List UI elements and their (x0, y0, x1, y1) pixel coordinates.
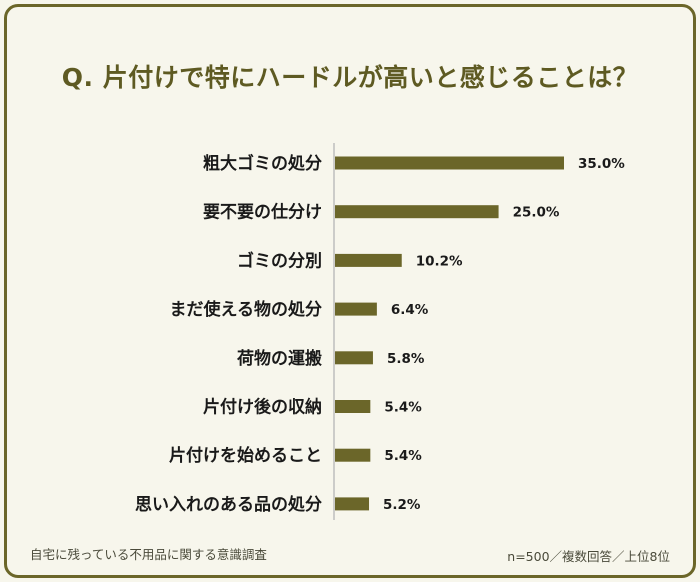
category-label: 荷物の運搬 (237, 348, 322, 369)
bar (335, 351, 373, 365)
value-label: 35.0% (578, 156, 625, 172)
survey-note: n=500／複数回答／上位8位 (507, 549, 670, 564)
category-label: 片付け後の収納 (203, 397, 322, 418)
category-label: 片付けを始めること (169, 445, 322, 466)
category-label: 粗大ゴミの処分 (203, 153, 322, 174)
bar (335, 156, 564, 170)
category-label: まだ使える物の処分 (170, 299, 323, 320)
value-label: 5.2% (383, 497, 421, 513)
category-label: 要不要の仕分け (203, 202, 322, 223)
bar (335, 448, 371, 462)
value-label: 5.4% (384, 400, 422, 416)
bar (335, 205, 499, 219)
value-label: 25.0% (513, 205, 560, 221)
bar (335, 302, 377, 316)
value-label: 5.8% (387, 351, 425, 367)
value-label: 10.2% (416, 253, 463, 269)
category-label: ゴミの分別 (237, 250, 322, 271)
bar (335, 400, 371, 413)
bar (335, 497, 370, 511)
chart-frame (4, 4, 696, 578)
bar (335, 253, 402, 267)
category-label: 思い入れのある品の処分 (135, 495, 322, 515)
value-label: 5.4% (384, 448, 422, 464)
value-label: 6.4% (391, 302, 429, 318)
survey-source: 自宅に残っている不用品に関する意識調査 (30, 547, 267, 562)
chart-title: Q. 片付けで特にハードルが高いと感じることは？ (61, 63, 639, 92)
